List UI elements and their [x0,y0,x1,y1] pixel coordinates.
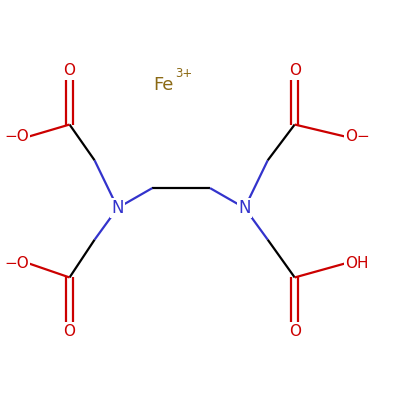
Text: OH: OH [345,256,368,271]
Text: O: O [64,64,76,78]
Text: −O: −O [4,129,29,144]
Text: N: N [238,199,251,217]
Text: Fe: Fe [153,76,174,94]
Text: O: O [289,64,301,78]
Text: 3+: 3+ [175,67,193,80]
Text: −O: −O [4,256,29,271]
Text: O: O [64,324,76,338]
Text: N: N [112,199,124,217]
Text: O: O [289,324,301,338]
Text: O−: O− [345,129,370,144]
